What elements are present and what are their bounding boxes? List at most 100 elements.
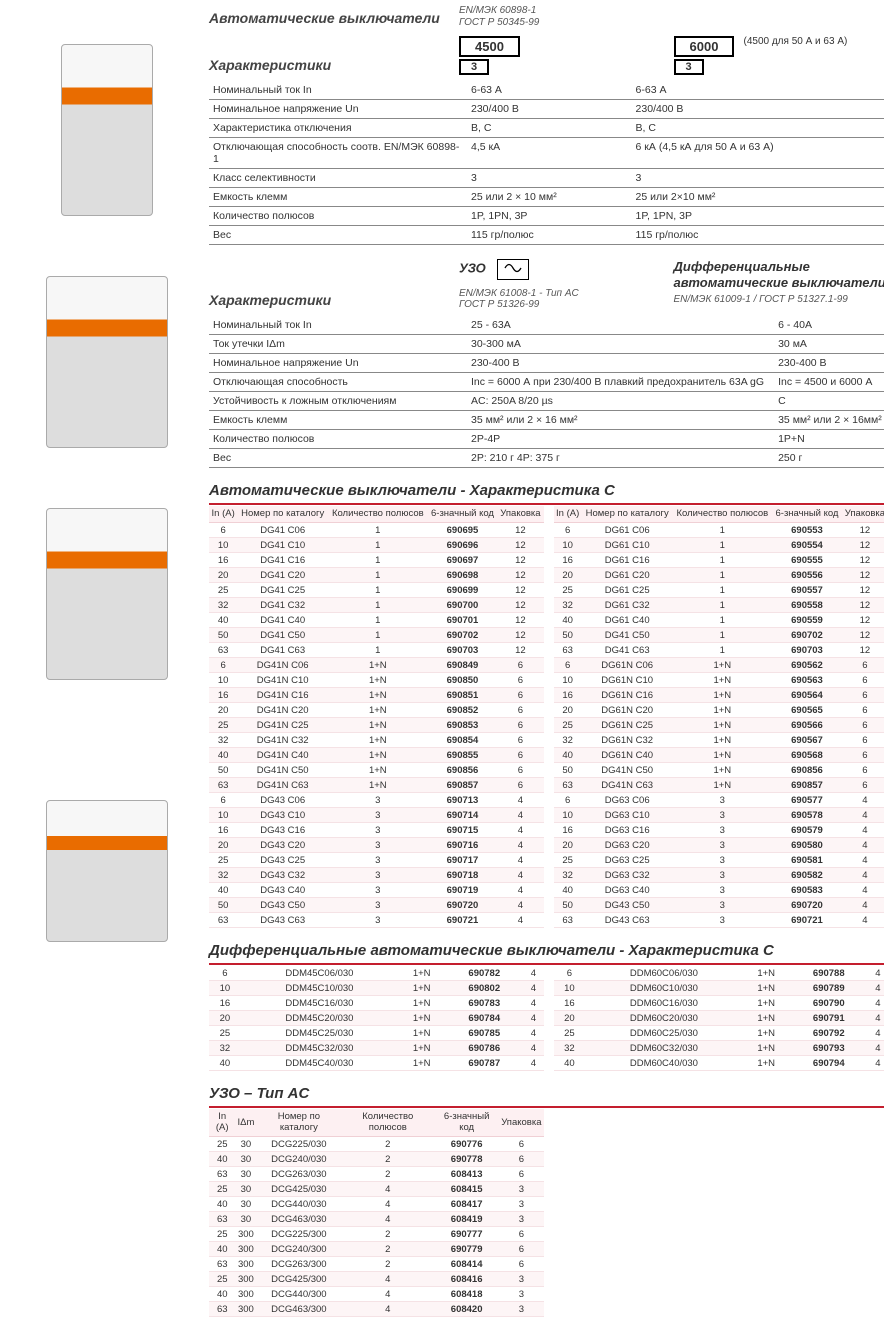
spec-value: 115 гр/полюс — [632, 226, 884, 245]
standard: ГОСТ Р 50345-99 — [459, 17, 539, 28]
catalog-cell: DG41 C25 — [237, 583, 328, 598]
column-header: In (A) — [209, 506, 237, 523]
catalog-cell: 608413 — [434, 1167, 499, 1182]
catalog-cell: 4 — [523, 1056, 543, 1071]
catalog-cell: 25 — [209, 1272, 235, 1287]
spec-value: 230/400 В — [632, 100, 884, 119]
catalog-cell: 16 — [554, 823, 582, 838]
catalog-cell: 4 — [842, 808, 884, 823]
catalog-cell: 1+N — [672, 778, 772, 793]
catalog-table-diff-right: 6DDM60C06/0301+N690788410DDM60C10/0301+N… — [554, 966, 884, 1071]
catalog-cell: 1 — [328, 523, 428, 538]
spec-value: B, C — [632, 119, 884, 138]
spec-label: Ток утечки IΔm — [209, 335, 467, 354]
catalog-cell: 6 — [497, 673, 543, 688]
column-header: 6-значный код — [434, 1109, 499, 1136]
catalog-cell: 690556 — [772, 568, 842, 583]
catalog-cell: 4 — [497, 913, 543, 928]
catalog-table-uzo: In (A)IΔmНомер по каталогуКоличество пол… — [209, 1109, 544, 1317]
catalog-cell: 690567 — [772, 733, 842, 748]
catalog-cell: 2 — [341, 1227, 434, 1242]
catalog-cell: 2 — [341, 1137, 434, 1152]
catalog-cell: 40 — [209, 1197, 235, 1212]
spec-label: Номинальное напряжение Un — [209, 100, 467, 119]
catalog-cell: 690785 — [445, 1026, 523, 1041]
spec-label: Номинальное напряжение Un — [209, 354, 467, 373]
catalog-cell: 690716 — [428, 838, 498, 853]
catalog-cell: 25 — [554, 583, 582, 598]
spec-value: 25 или 2×10 мм² — [632, 188, 884, 207]
catalog-cell: 300 — [235, 1302, 256, 1317]
catalog-cell: 3 — [328, 898, 428, 913]
catalog-cell: 3 — [328, 823, 428, 838]
catalog-cell: 690718 — [428, 868, 498, 883]
catalog-cell: 10 — [554, 538, 582, 553]
catalog-cell: 690853 — [428, 718, 498, 733]
catalog-cell: 63 — [554, 643, 582, 658]
catalog-cell: 690721 — [428, 913, 498, 928]
catalog-cell: 6 — [209, 966, 241, 981]
catalog-cell: 40 — [209, 748, 237, 763]
catalog-cell: 32 — [209, 598, 237, 613]
catalog-cell: 6 — [497, 718, 543, 733]
catalog-cell: 50 — [554, 628, 582, 643]
catalog-cell: 3 — [499, 1182, 543, 1197]
catalog-cell: DG61N C10 — [582, 673, 673, 688]
catalog-cell: 4 — [523, 1011, 543, 1026]
standard: EN/МЭК 61008-1 - Тип AC — [459, 288, 674, 299]
catalog-cell: 6 — [209, 523, 237, 538]
catalog-cell: DG43 C20 — [237, 838, 328, 853]
catalog-cell: 20 — [209, 838, 237, 853]
catalog-cell: 25 — [209, 718, 237, 733]
catalog-cell: 30 — [235, 1197, 256, 1212]
catalog-cell: 12 — [497, 643, 543, 658]
catalog-cell: 300 — [235, 1242, 256, 1257]
uzo-title: УЗО — [459, 260, 486, 275]
catalog-cell: 690700 — [428, 598, 498, 613]
catalog-cell: 690787 — [445, 1056, 523, 1071]
catalog-cell: 690789 — [790, 981, 868, 996]
catalog-cell: 25 — [554, 718, 582, 733]
catalog-cell: 6 — [497, 733, 543, 748]
catalog-cell: DG41 C40 — [237, 613, 328, 628]
catalog-cell: 690702 — [428, 628, 498, 643]
product-image-rcbo — [46, 800, 168, 942]
catalog-cell: 608414 — [434, 1257, 499, 1272]
catalog-cell: 6 — [842, 658, 884, 673]
catalog-cell: 6 — [842, 718, 884, 733]
catalog-cell: 6 — [499, 1167, 543, 1182]
catalog-cell: 12 — [497, 598, 543, 613]
spec-label: Характеристика отключения — [209, 119, 467, 138]
catalog-cell: 12 — [497, 523, 543, 538]
spec-value: AC: 250A 8/20 µs — [467, 392, 774, 411]
catalog-cell: 30 — [235, 1182, 256, 1197]
column-header: In (A) — [209, 1109, 235, 1136]
column-header: Упаковка — [842, 506, 884, 523]
catalog-cell: 63 — [209, 1257, 235, 1272]
spec-value: 6-63 А — [632, 81, 884, 100]
catalog-cell: 690714 — [428, 808, 498, 823]
catalog-cell: 690563 — [772, 673, 842, 688]
catalog-cell: DCG425/300 — [256, 1272, 341, 1287]
catalog-cell: DCG225/300 — [256, 1227, 341, 1242]
catalog-cell: 3 — [672, 883, 772, 898]
catalog-cell: 20 — [209, 703, 237, 718]
catalog-cell: 12 — [842, 553, 884, 568]
catalog-cell: 40 — [554, 613, 582, 628]
catalog-cell: 30 — [235, 1137, 256, 1152]
class-box: 3 — [459, 59, 489, 75]
catalog-cell: DG43 C63 — [582, 913, 673, 928]
catalog-cell: DDM60C32/030 — [585, 1041, 742, 1056]
catalog-cell: 608417 — [434, 1197, 499, 1212]
catalog-cell: 6 — [499, 1257, 543, 1272]
catalog-cell: 690581 — [772, 853, 842, 868]
catalog-cell: 63 — [554, 778, 582, 793]
catalog-cell: 690792 — [790, 1026, 868, 1041]
catalog-cell: 50 — [554, 763, 582, 778]
catalog-cell: 690553 — [772, 523, 842, 538]
spec-value: 2P: 210 г 4P: 375 г — [467, 449, 774, 468]
catalog-cell: 10 — [209, 673, 237, 688]
catalog-cell: 690568 — [772, 748, 842, 763]
catalog-cell: 6 — [554, 523, 582, 538]
catalog-cell: DCG425/030 — [256, 1182, 341, 1197]
